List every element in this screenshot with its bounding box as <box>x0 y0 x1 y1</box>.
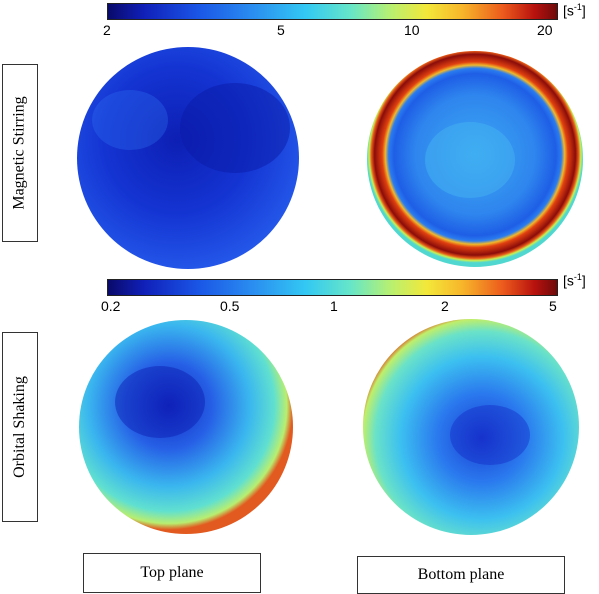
colorbar-magnetic-tick: 2 <box>103 22 111 38</box>
colorbar-orbital-tick: 5 <box>549 298 557 314</box>
disk-orbital-bottom-plane <box>363 319 579 535</box>
colorbar-gradient <box>108 4 557 19</box>
row-label-magnetic-stirring: Magnetic Stirring <box>2 64 38 242</box>
colorbar-orbital-unit: [s-1] <box>563 272 586 289</box>
colorbar-magnetic <box>107 3 558 20</box>
disk-magnetic-top-plane <box>77 47 299 269</box>
colorbar-orbital-tick: 2 <box>441 298 449 314</box>
colorbar-orbital <box>107 279 558 296</box>
row-label-orbital-shaking: Orbital Shaking <box>2 332 38 522</box>
colorbar-gradient <box>108 280 557 295</box>
colorbar-magnetic-unit: [s-1] <box>563 2 586 19</box>
colorbar-orbital-tick: 1 <box>330 298 338 314</box>
colorbar-orbital-tick: 0.2 <box>101 298 121 314</box>
disk-orbital-top-plane <box>79 320 293 534</box>
column-label-top-plane: Top plane <box>83 553 261 593</box>
column-label-bottom-plane: Bottom plane <box>357 556 565 594</box>
disk-magnetic-bottom-plane <box>367 51 583 267</box>
colorbar-magnetic-tick: 20 <box>537 22 553 38</box>
colorbar-magnetic-tick: 5 <box>277 22 285 38</box>
colorbar-magnetic-tick: 10 <box>404 22 420 38</box>
colorbar-orbital-tick: 0.5 <box>220 298 240 314</box>
